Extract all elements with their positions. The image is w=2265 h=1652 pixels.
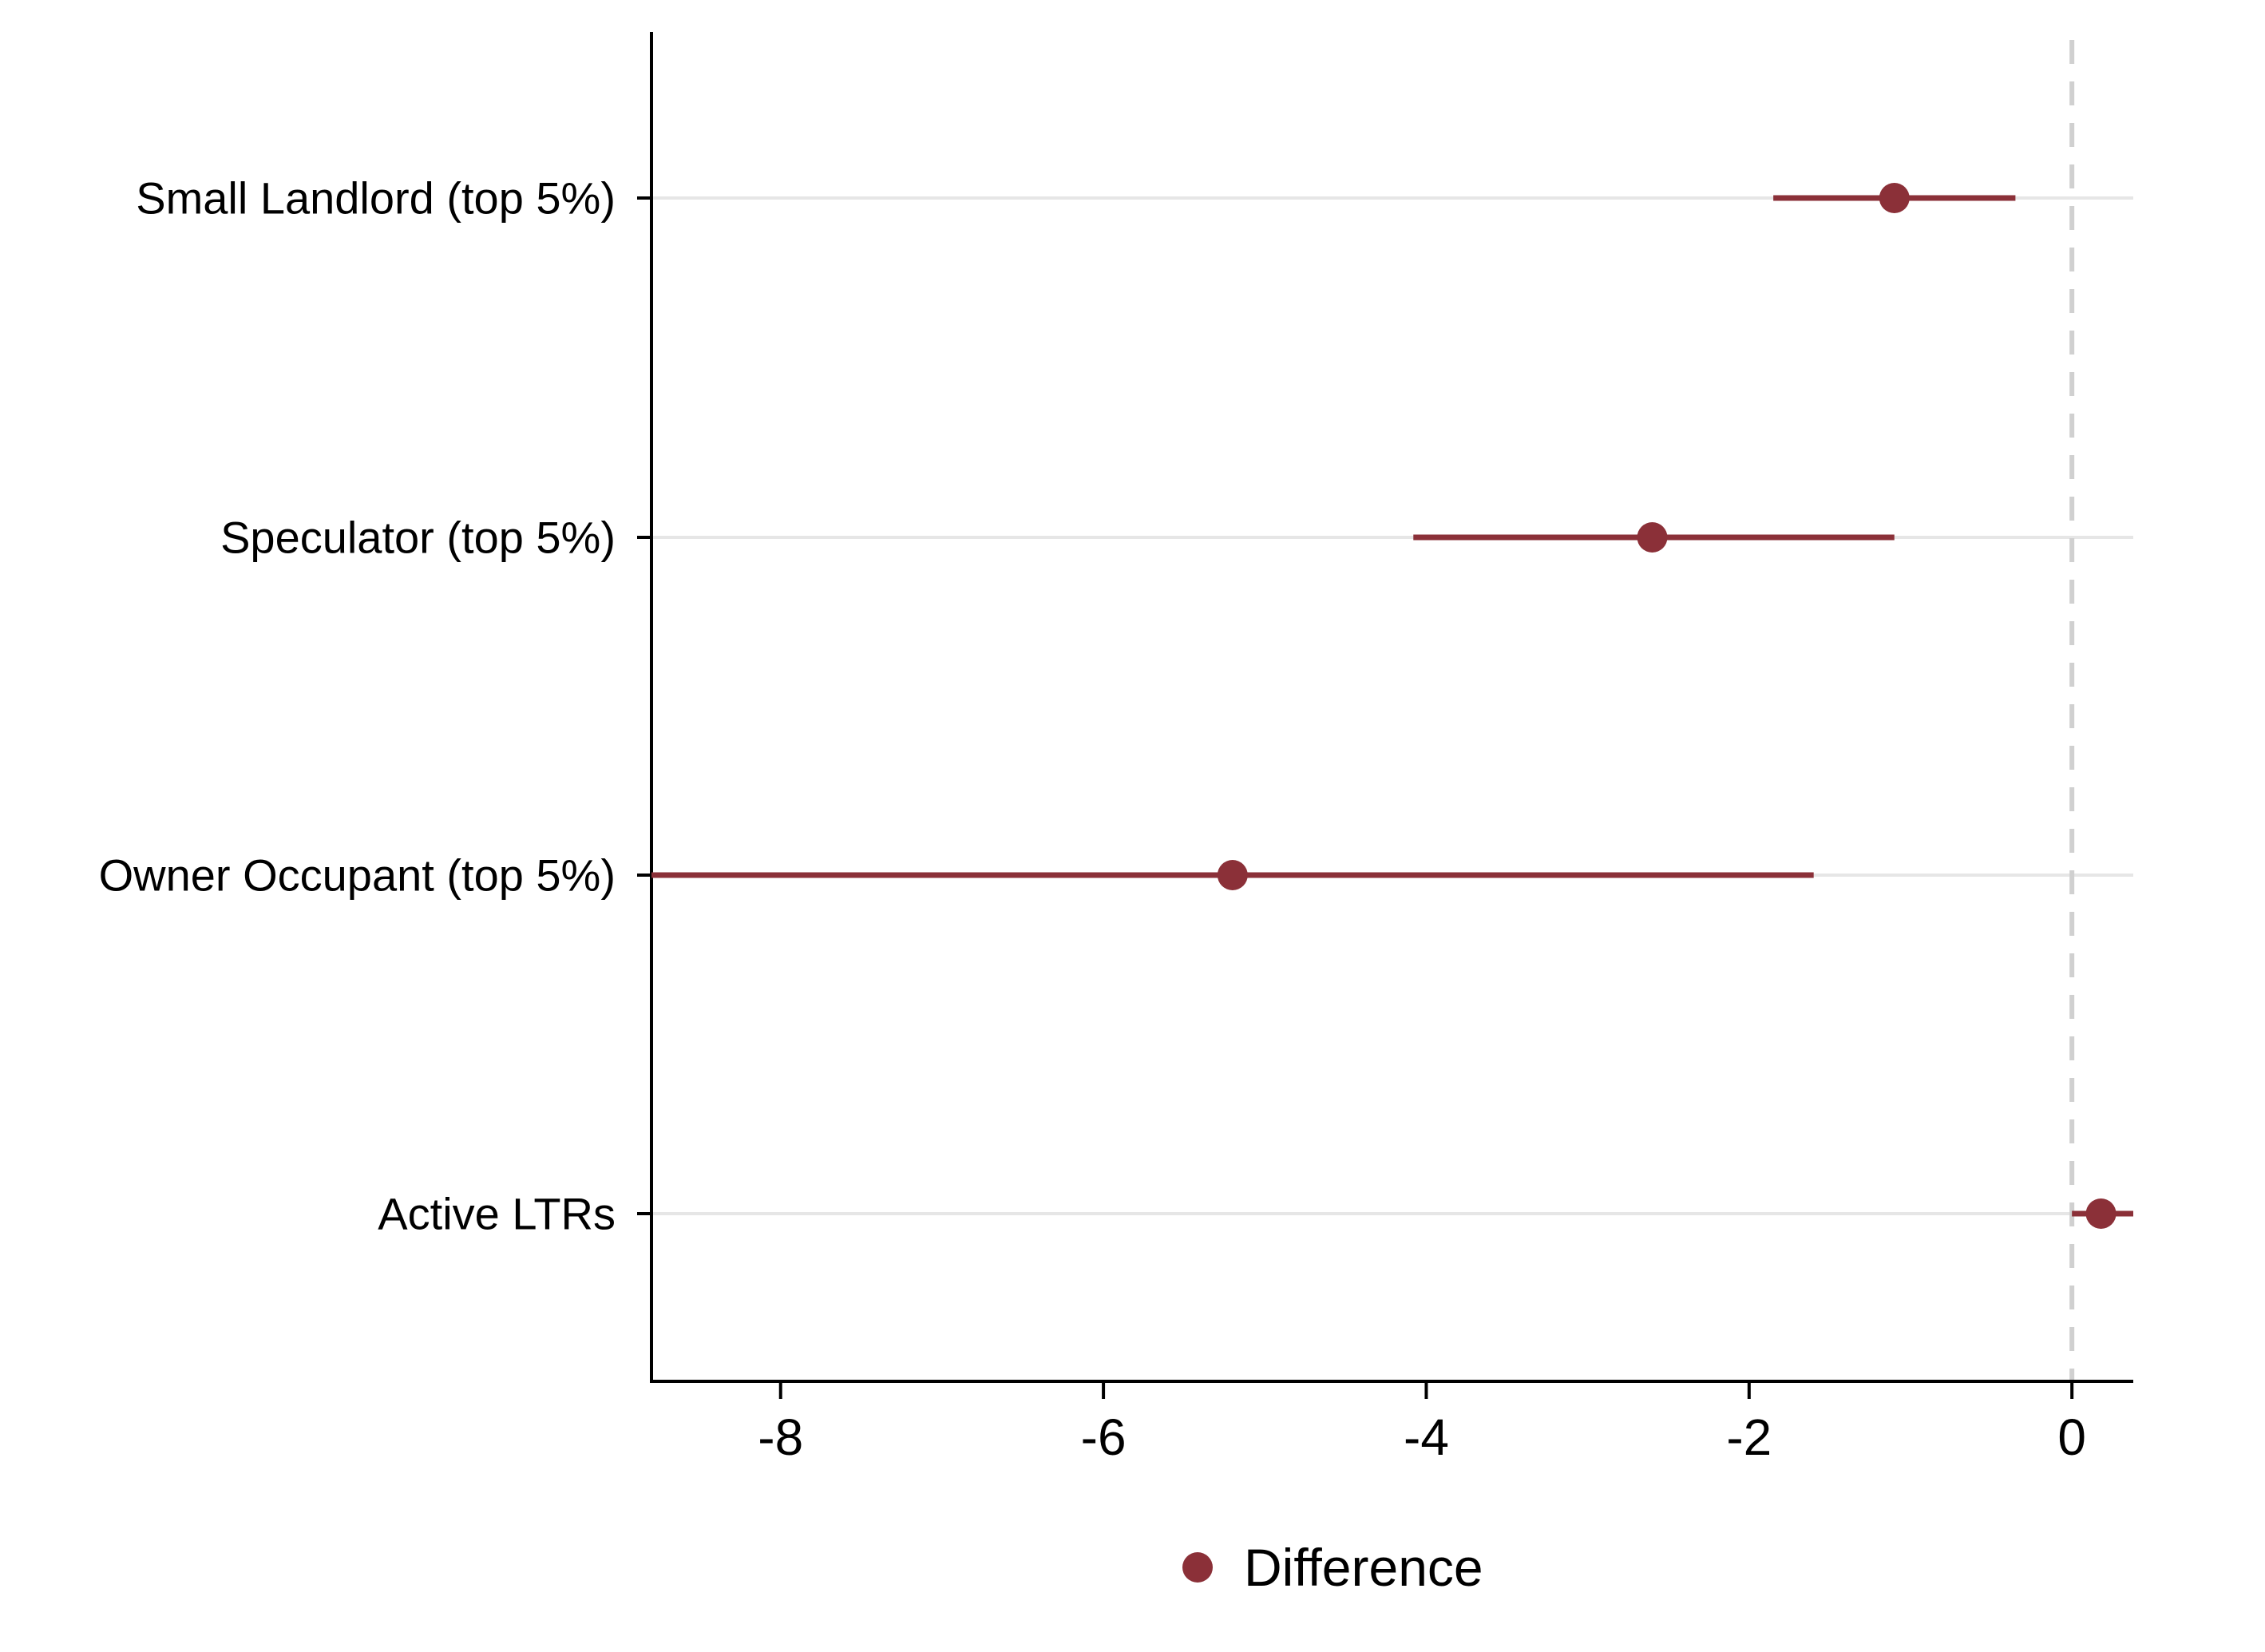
point-estimate [1637,522,1668,553]
y-tick-labels: Small Landlord (top 5%) Speculator (top 5… [99,173,616,1239]
legend-marker [1182,1552,1213,1583]
y-tick-label: Owner Occupant (top 5%) [99,850,616,901]
x-tick-label: -8 [758,1408,803,1466]
series-marks [651,183,2133,1229]
point-estimate [2085,1198,2117,1229]
axes [637,32,2133,1399]
point-estimate [1217,860,1248,890]
x-tick-label: -6 [1081,1408,1127,1466]
x-tick-label: 0 [2057,1408,2086,1466]
y-tick-label: Active LTRs [378,1189,616,1239]
x-tick-label: -2 [1726,1408,1772,1466]
gridlines [651,196,2133,1215]
y-tick-label: Speculator (top 5%) [220,513,616,563]
y-tick-label: Small Landlord (top 5%) [136,173,616,224]
legend-label: Difference [1244,1538,1483,1597]
x-tick-labels: -8 -6 -4 -2 0 [758,1408,2086,1466]
point-estimate [1879,183,1910,213]
legend: Difference [1182,1538,1483,1597]
x-tick-label: -4 [1404,1408,1449,1466]
